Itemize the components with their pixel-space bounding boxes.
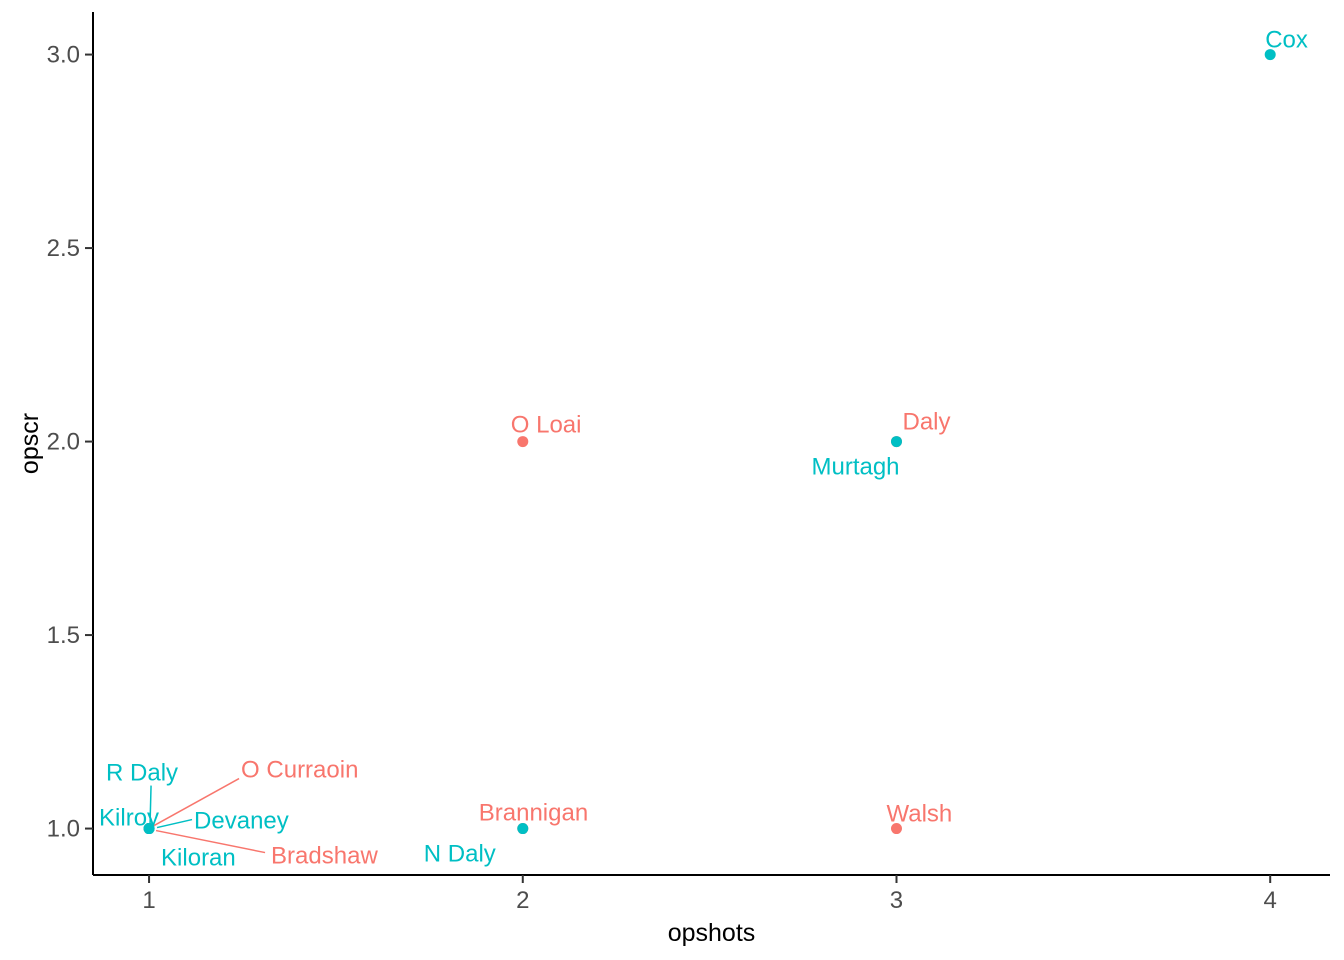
point-labels-layer: O Loai Daly Brannigan Walsh O Curraoin Bradsh… bbox=[99, 27, 1308, 872]
y-tick-label: 2.0 bbox=[47, 429, 80, 456]
data-point-n-daly bbox=[517, 823, 529, 835]
point-label-walsh: Walsh bbox=[886, 801, 952, 828]
data-points-layer bbox=[143, 49, 1276, 835]
point-label-brannigan: Brannigan bbox=[479, 800, 588, 827]
point-label-cox: Cox bbox=[1265, 27, 1308, 54]
leader-lines-layer bbox=[149, 777, 266, 854]
leader-line-devaney bbox=[156, 818, 193, 829]
leader-line-r-daly bbox=[149, 785, 152, 824]
point-label-kiloran: Kiloran bbox=[161, 845, 236, 872]
x-tick-label: 4 bbox=[1264, 887, 1277, 914]
axes-layer: 1 2 3 4 1.0 1.5 2.0 2.5 3.0 bbox=[47, 12, 1330, 914]
point-label-o-loai: O Loai bbox=[511, 412, 582, 439]
leader-line-bradshaw bbox=[155, 829, 266, 854]
leader-line-o-curraoin bbox=[153, 777, 240, 827]
y-tick-label: 3.0 bbox=[47, 42, 80, 69]
point-label-devaney: Devaney bbox=[194, 808, 289, 835]
y-axis-title: opscr bbox=[16, 413, 44, 474]
data-point-walsh bbox=[890, 823, 902, 835]
x-tick-label: 1 bbox=[142, 887, 155, 914]
data-point-cox bbox=[1264, 49, 1276, 61]
y-tick-label: 2.5 bbox=[47, 235, 80, 262]
x-tick-label: 2 bbox=[516, 887, 529, 914]
point-label-bradshaw: Bradshaw bbox=[271, 843, 378, 870]
y-tick-label: 1.0 bbox=[47, 816, 80, 843]
point-label-murtagh: Murtagh bbox=[811, 454, 899, 481]
point-label-daly: Daly bbox=[902, 409, 950, 436]
data-point-o-loai bbox=[517, 436, 529, 448]
point-label-n-daly: N Daly bbox=[424, 841, 496, 868]
y-tick-label: 1.5 bbox=[47, 622, 80, 649]
point-label-r-daly: R Daly bbox=[106, 760, 178, 787]
x-axis-title: opshots bbox=[668, 919, 756, 947]
x-tick-label: 3 bbox=[890, 887, 903, 914]
point-label-o-curraoin: O Curraoin bbox=[241, 757, 358, 784]
data-point-murtagh bbox=[890, 436, 902, 448]
data-point-kiloran bbox=[143, 823, 155, 835]
point-label-kilroy: Kilroy bbox=[99, 805, 159, 832]
